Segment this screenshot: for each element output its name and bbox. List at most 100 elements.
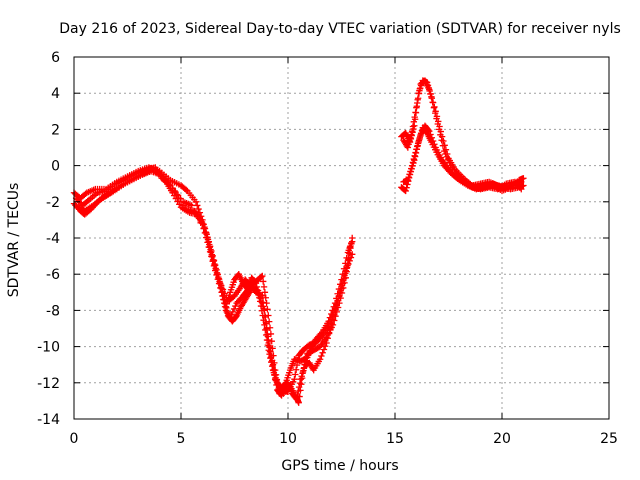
- data-point: [295, 399, 302, 406]
- y-tick-label: -2: [46, 195, 60, 211]
- y-tick-label: -8: [46, 303, 60, 319]
- data-point: [273, 381, 280, 389]
- data-point: [427, 90, 434, 98]
- data-point: [210, 262, 218, 270]
- data-point: [262, 320, 270, 327]
- data-point: [331, 305, 339, 312]
- data-point: [334, 304, 342, 311]
- data-point: [179, 202, 187, 209]
- data-point: [409, 123, 417, 130]
- data-point: [221, 299, 228, 307]
- series-track-a: [70, 77, 527, 392]
- data-point: [426, 128, 433, 135]
- data-point: [342, 274, 349, 282]
- data-point: [316, 356, 324, 363]
- x-tick-label: 0: [70, 431, 79, 447]
- y-tick-label: 0: [51, 159, 60, 175]
- chart-title: Day 216 of 2023, Sidereal Day-to-day VTE…: [59, 21, 621, 37]
- data-point: [258, 273, 265, 280]
- data-point: [261, 307, 268, 314]
- data-point: [294, 357, 302, 364]
- data-point: [444, 150, 451, 158]
- data-point: [204, 239, 211, 246]
- y-tick-label: -12: [37, 376, 60, 392]
- x-tick-label: 25: [600, 431, 618, 447]
- data-point: [325, 323, 332, 330]
- data-point: [268, 357, 276, 364]
- data-point: [343, 268, 350, 275]
- data-point: [192, 198, 200, 205]
- data-point: [332, 312, 339, 320]
- data-point: [256, 291, 263, 298]
- data-point: [298, 374, 306, 382]
- y-tick-label: -4: [46, 231, 60, 247]
- data-point: [227, 314, 234, 321]
- y-tick-label: -14: [37, 412, 60, 428]
- data-point: [200, 225, 207, 232]
- data-point: [338, 289, 346, 297]
- data-point: [232, 302, 239, 310]
- data-point: [414, 143, 421, 150]
- data-point: [408, 128, 416, 135]
- data-point: [431, 103, 438, 111]
- y-tick-label: 2: [51, 122, 60, 138]
- data-point: [271, 371, 278, 379]
- data-point: [318, 352, 325, 360]
- data-point: [411, 152, 418, 160]
- data-point: [405, 173, 412, 181]
- data-point: [440, 137, 447, 145]
- data-point: [346, 250, 353, 257]
- data-point: [441, 142, 448, 149]
- data-point: [262, 294, 269, 301]
- data-point: [296, 393, 303, 400]
- data-point: [442, 146, 450, 153]
- data-point: [435, 118, 442, 125]
- data-point: [254, 287, 262, 294]
- x-tick-label: 10: [279, 431, 297, 447]
- data-point: [259, 272, 266, 280]
- data-point: [261, 289, 269, 296]
- data-point: [409, 159, 417, 166]
- data-point: [292, 366, 300, 373]
- data-point: [427, 131, 434, 138]
- data-point: [518, 178, 525, 186]
- data-point: [433, 113, 441, 120]
- data-point: [272, 376, 279, 384]
- data-point: [175, 194, 183, 202]
- data-point: [520, 182, 527, 189]
- data-point: [269, 361, 277, 368]
- data-point: [257, 295, 264, 302]
- data-point: [258, 299, 266, 306]
- data-point: [407, 168, 414, 175]
- data-point: [292, 371, 299, 378]
- data-point: [403, 184, 410, 191]
- data-point: [428, 134, 436, 141]
- x-axis-label: GPS time / hours: [281, 458, 398, 474]
- data-point: [195, 205, 202, 213]
- data-point: [171, 187, 178, 195]
- data-point: [406, 137, 413, 145]
- data-point: [436, 123, 443, 130]
- data-point: [174, 192, 182, 199]
- data-point: [348, 239, 355, 247]
- x-tick-label: 15: [386, 431, 404, 447]
- data-point: [408, 162, 416, 169]
- data-point: [406, 171, 413, 178]
- data-point: [432, 108, 439, 115]
- data-point: [416, 134, 424, 141]
- data-point: [413, 146, 420, 153]
- data-point: [220, 296, 227, 303]
- y-tick-label: 6: [51, 50, 60, 66]
- data-point: [221, 303, 229, 310]
- data-point: [337, 294, 344, 302]
- data-point: [262, 313, 269, 321]
- data-point: [333, 308, 340, 316]
- data-point: [201, 229, 209, 237]
- data-point: [303, 354, 310, 361]
- data-point: [264, 333, 272, 340]
- data-point: [413, 104, 420, 111]
- data-point: [212, 267, 219, 274]
- data-point: [229, 308, 236, 316]
- data-point: [408, 165, 415, 172]
